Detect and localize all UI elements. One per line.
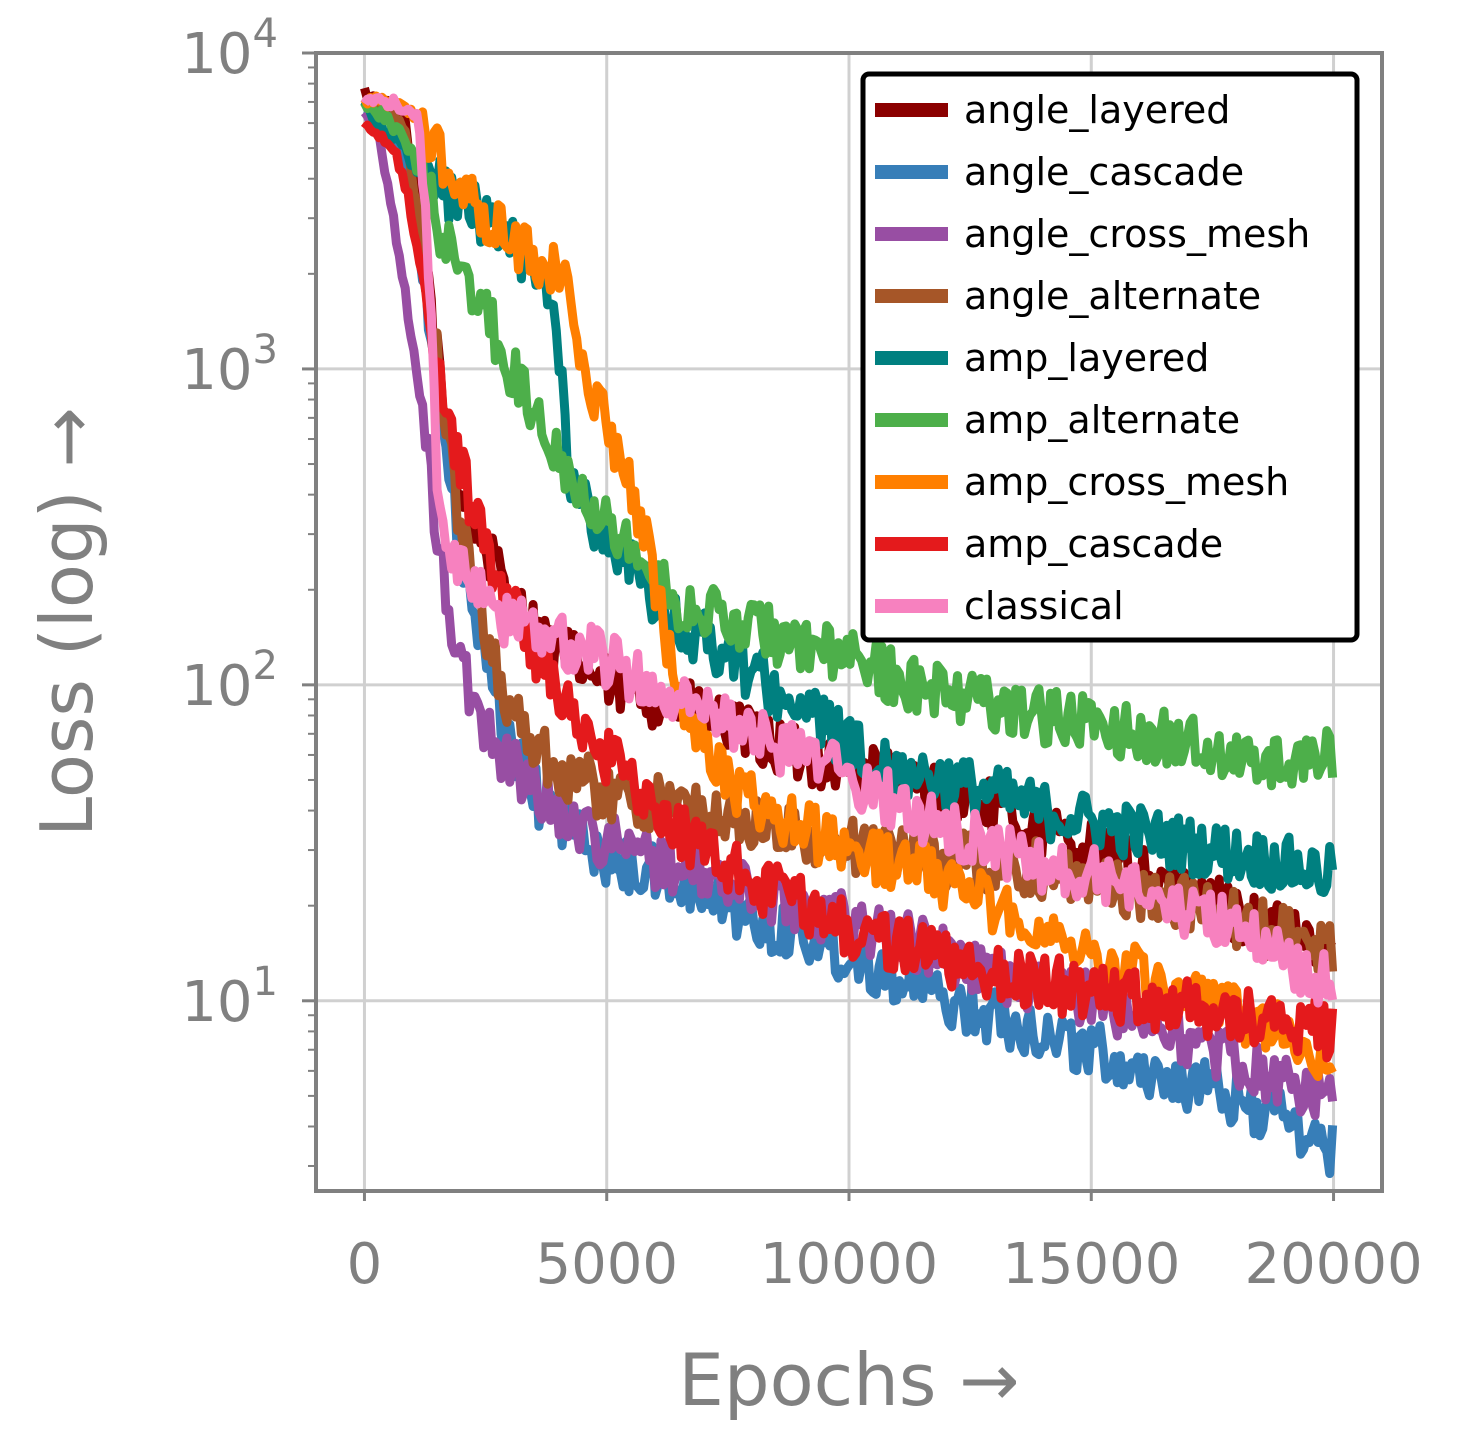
series-line-amp-alternate xyxy=(360,99,1338,791)
legend-box xyxy=(860,71,1360,643)
x-tick-label: 15000 xyxy=(1002,1232,1180,1297)
legend-label: angle_cross_mesh xyxy=(964,212,1310,256)
x-axis-title: Epochs → xyxy=(678,1338,1019,1422)
y-tick-label: 103 xyxy=(181,327,278,403)
legend-label: classical xyxy=(964,584,1124,628)
x-tick-label: 5000 xyxy=(535,1232,678,1297)
y-tick-label: 101 xyxy=(181,959,278,1035)
x-tick-label: 20000 xyxy=(1244,1232,1422,1297)
legend-label: amp_alternate xyxy=(964,398,1240,442)
y-axis-title: Loss (log) → xyxy=(25,407,109,837)
legend: angle_layered angle_cascade angle_cross_me… xyxy=(860,71,1360,643)
x-axis-ticks: 0 5000 10000 15000 20000 xyxy=(347,1191,1423,1297)
x-tick-label: 10000 xyxy=(760,1232,938,1297)
series-line-classical xyxy=(360,93,1338,1008)
y-axis-ticks: 101 102 103 104 xyxy=(181,11,316,1035)
series-line-amp-cascade xyxy=(360,120,1338,1063)
legend-label: amp_cross_mesh xyxy=(964,460,1289,504)
legend-label: angle_cascade xyxy=(964,150,1244,194)
y-tick-label: 104 xyxy=(181,11,278,87)
plot-lines xyxy=(360,86,1338,1178)
y-tick-label: 102 xyxy=(181,643,278,719)
legend-label: angle_alternate xyxy=(964,274,1261,318)
legend-label: angle_layered xyxy=(964,88,1230,132)
legend-label: amp_cascade xyxy=(964,522,1223,566)
legend-label: amp_layered xyxy=(964,336,1209,380)
x-tick-label: 0 xyxy=(347,1232,383,1297)
